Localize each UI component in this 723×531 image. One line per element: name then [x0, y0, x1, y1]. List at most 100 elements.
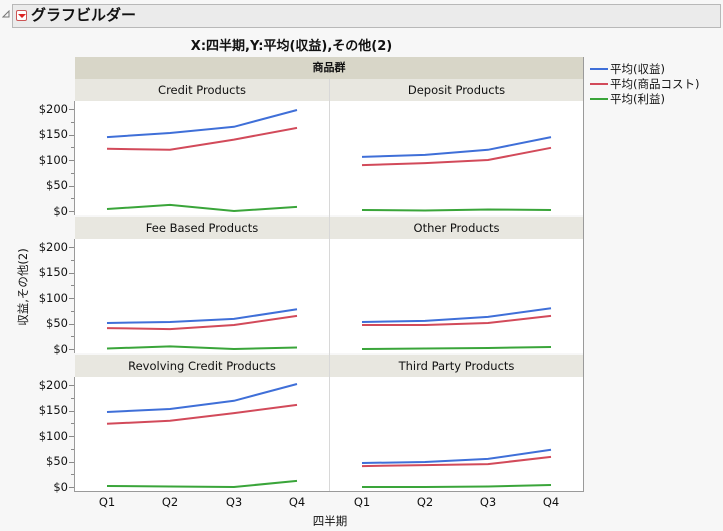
ytick-mark [69, 211, 74, 212]
red-triangle-menu-icon[interactable] [16, 10, 27, 21]
ytick-label: $100 [38, 291, 68, 305]
ytick-label: $50 [46, 454, 68, 468]
series-line [106, 345, 298, 351]
series-line [361, 455, 552, 468]
group-by-header[interactable]: 商品群 [75, 57, 583, 79]
y-axis-row3 [74, 377, 75, 492]
plot-fee-based[interactable] [75, 239, 329, 353]
series-line [361, 136, 552, 158]
legend-line-icon [590, 82, 608, 85]
chart-title-text: X:四半期,Y:平均(収益),その他(2) [190, 39, 393, 54]
legend-label: 平均(収益) [610, 61, 665, 76]
ytick-label: $0 [53, 342, 68, 356]
ytick-mark [69, 436, 74, 437]
y-axis-row2 [74, 239, 75, 353]
y-axis-row1 [74, 101, 75, 215]
ytick-mark [71, 173, 74, 174]
series-line [106, 109, 298, 139]
ytick-mark [69, 247, 74, 248]
plot-credit[interactable] [75, 101, 329, 215]
legend-item-cost[interactable]: 平均(商品コスト) [590, 76, 699, 91]
series-line [361, 346, 552, 350]
series-line [362, 314, 552, 326]
legend-label: 平均(利益) [610, 91, 665, 106]
ytick-mark [69, 487, 74, 488]
series-line [106, 308, 298, 324]
ytick-label: $200 [38, 102, 68, 116]
series-line [106, 314, 298, 331]
series-line [361, 448, 552, 464]
panel-label-fee-based: Fee Based Products [75, 217, 329, 239]
plot-right-border [583, 57, 584, 492]
plot-revolving[interactable] [75, 377, 329, 491]
ytick-mark [69, 109, 74, 110]
ytick-mark [69, 135, 74, 136]
panel-label-revolving: Revolving Credit Products [75, 355, 329, 377]
series-line [106, 383, 298, 413]
chart-title: X:四半期,Y:平均(収益),その他(2) [0, 35, 583, 54]
ytick-mark [71, 285, 74, 286]
ytick-mark [69, 324, 74, 325]
x-axis-label[interactable]: 四半期 [312, 514, 348, 528]
x-axis [74, 491, 583, 492]
outline-collapse-icon[interactable] [2, 10, 10, 18]
plot-deposit[interactable] [330, 101, 583, 215]
series-line [362, 484, 552, 488]
ytick-label: $150 [38, 127, 68, 141]
series-line [361, 208, 552, 212]
ytick-mark [71, 122, 74, 123]
ytick-mark [71, 398, 74, 399]
ytick-mark [71, 423, 74, 424]
legend-label: 平均(商品コスト) [610, 76, 700, 91]
column-divider [329, 79, 330, 491]
ytick-mark [69, 186, 74, 187]
legend-line-icon [590, 97, 608, 100]
series-line [106, 126, 298, 151]
series-line [361, 307, 552, 323]
ytick-mark [71, 449, 74, 450]
ytick-label: $150 [38, 403, 68, 417]
ytick-mark [71, 474, 74, 475]
plot-third-party[interactable] [330, 377, 583, 491]
legend-item-revenue[interactable]: 平均(収益) [590, 61, 699, 76]
xtick-label: Q1 [353, 495, 371, 509]
ytick-label: $100 [38, 153, 68, 167]
ytick-label: $200 [38, 378, 68, 392]
panel-label-credit: Credit Products [75, 79, 329, 101]
ytick-mark [71, 147, 74, 148]
ytick-mark [71, 260, 74, 261]
xtick-label: Q3 [225, 495, 243, 509]
xtick-label: Q3 [479, 495, 497, 509]
ytick-mark [69, 385, 74, 386]
ytick-mark [69, 160, 74, 161]
legend: 平均(収益) 平均(商品コスト) 平均(利益) [590, 61, 699, 106]
ytick-mark [71, 198, 74, 199]
ytick-mark [69, 462, 74, 463]
ytick-label: $0 [53, 204, 68, 218]
ytick-label: $100 [38, 429, 68, 443]
series-line [106, 403, 298, 425]
ytick-mark [69, 298, 74, 299]
header-title: グラフビルダー [31, 6, 137, 24]
xtick-label: Q2 [416, 495, 434, 509]
xtick-label: Q4 [542, 495, 560, 509]
ytick-label: $50 [46, 316, 68, 330]
series-line [361, 146, 552, 167]
graph-builder-header [12, 4, 721, 28]
plot-other[interactable] [330, 239, 583, 353]
series-line [106, 203, 298, 213]
ytick-label: $0 [53, 480, 68, 494]
series-line [106, 479, 298, 489]
ytick-mark [69, 349, 74, 350]
xtick-label: Q2 [161, 495, 179, 509]
ytick-mark [71, 336, 74, 337]
ytick-label: $50 [46, 178, 68, 192]
xtick-label: Q4 [288, 495, 306, 509]
ytick-mark [69, 273, 74, 274]
ytick-label: $150 [38, 265, 68, 279]
ytick-mark [71, 311, 74, 312]
ytick-label: $200 [38, 240, 68, 254]
panel-label-deposit: Deposit Products [330, 79, 583, 101]
legend-item-profit[interactable]: 平均(利益) [590, 91, 699, 106]
